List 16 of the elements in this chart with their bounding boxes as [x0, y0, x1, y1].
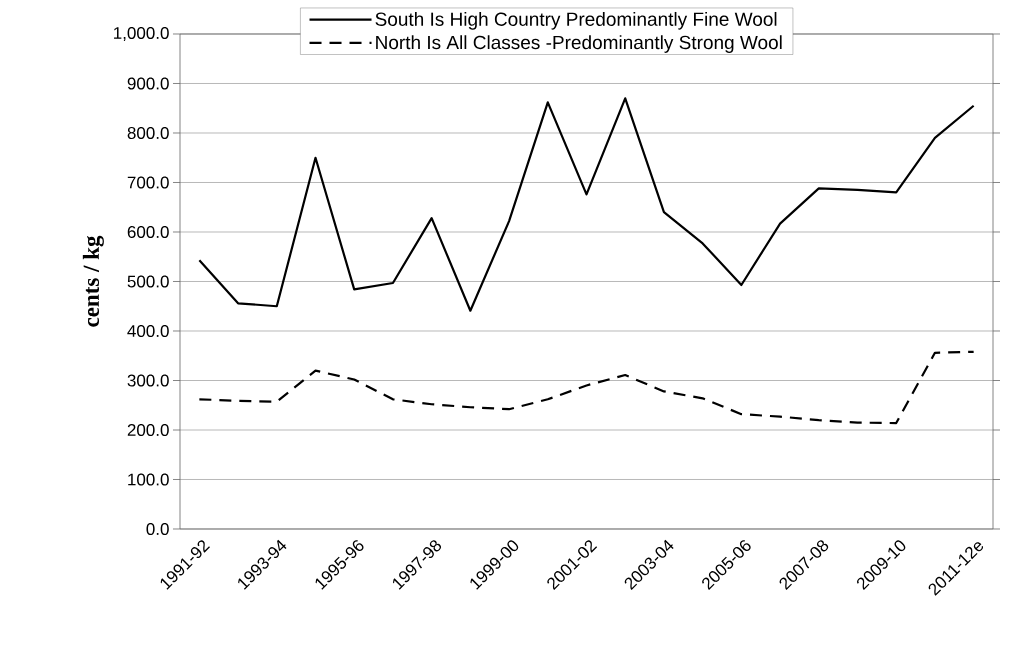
y-tick-label: 100.0 [128, 473, 169, 486]
y-tick-label: 1,000.0 [114, 26, 169, 42]
y-tick-label: 500.0 [127, 275, 169, 288]
legend-label: South Is High Country Predominantly Fine Wool [375, 11, 777, 30]
y-axis-title: cents / kg [82, 235, 104, 327]
y-tick-label: 900.0 [127, 77, 169, 90]
line-series [198, 350, 975, 425]
y-tick-label: 800.0 [127, 126, 169, 140]
y-tick-label: 400.0 [127, 324, 169, 338]
legend-label: North Is All Classes -Predominantly Strong Wool [376, 35, 782, 53]
y-tick-label: 200.0 [127, 423, 169, 437]
y-tick-label: 0.0 [146, 522, 169, 536]
y-tick-label: 600.0 [127, 225, 169, 239]
y-tick-label: 300.0 [127, 374, 169, 387]
line-series [198, 97, 975, 312]
y-tick-label: 700.0 [127, 176, 169, 189]
